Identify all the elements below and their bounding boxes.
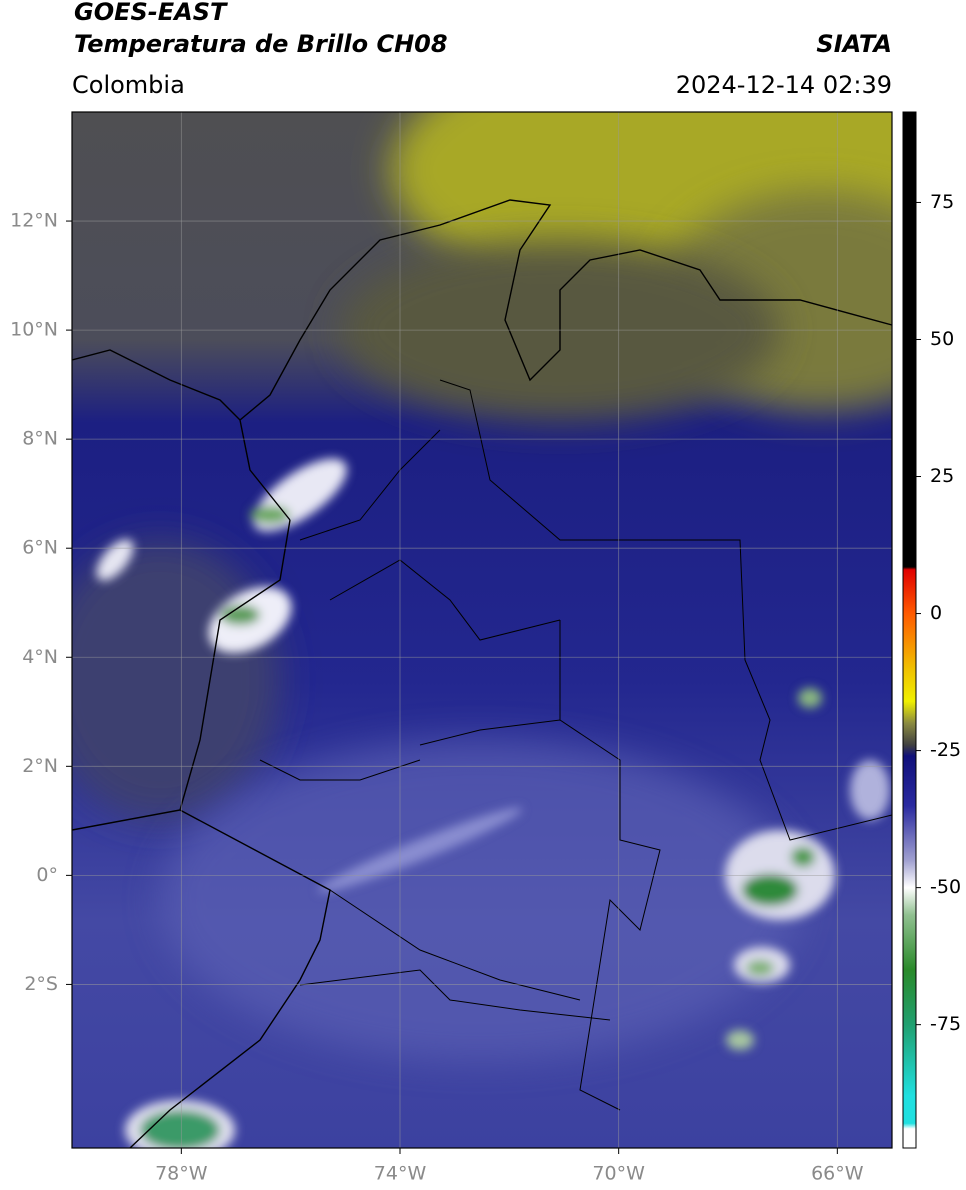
colorbar-tick-label: -25: [930, 739, 961, 761]
colorbar-tick-label: -75: [930, 1013, 961, 1035]
lat-tick-label: 2°N: [22, 755, 58, 777]
colorbar-tick-label: 50: [930, 328, 954, 350]
lon-tick-label: 74°W: [374, 1163, 427, 1185]
lon-tick-label: 70°W: [592, 1163, 645, 1185]
lat-tick-label: 12°N: [10, 210, 58, 232]
colorbar-tick-label: 0: [930, 602, 942, 624]
lat-tick-label: 4°N: [22, 646, 58, 668]
clouds: [96, 458, 890, 1148]
lat-tick-label: 0°: [36, 864, 58, 886]
colorbar-tick-label: 25: [930, 465, 954, 487]
region: Colombia: [72, 71, 185, 99]
lon-tick-label: 78°W: [155, 1163, 208, 1185]
lat-tick-label: 6°N: [22, 537, 58, 559]
graticule: [72, 112, 892, 1148]
lat-tick-label: 8°N: [22, 428, 58, 450]
dry-area: [72, 540, 280, 820]
map-image: [72, 112, 892, 1148]
colorbar-tick-label: 75: [930, 191, 954, 213]
source: SIATA: [816, 30, 892, 58]
colorbar-tick-label: -50: [930, 876, 961, 898]
title: GOES-EAST: [74, 0, 228, 26]
subtitle: Temperatura de Brillo CH08: [74, 30, 448, 58]
moist-area: [160, 740, 800, 1060]
colorbar: [902, 111, 917, 1149]
map-frame: [71, 111, 893, 1149]
borders: [259, 379, 892, 1111]
lon-tick-label: 66°W: [811, 1163, 864, 1185]
datetime: 2024-12-14 02:39: [676, 71, 892, 99]
lat-tick-label: 10°N: [10, 319, 58, 341]
lat-tick-label: 2°S: [24, 973, 58, 995]
